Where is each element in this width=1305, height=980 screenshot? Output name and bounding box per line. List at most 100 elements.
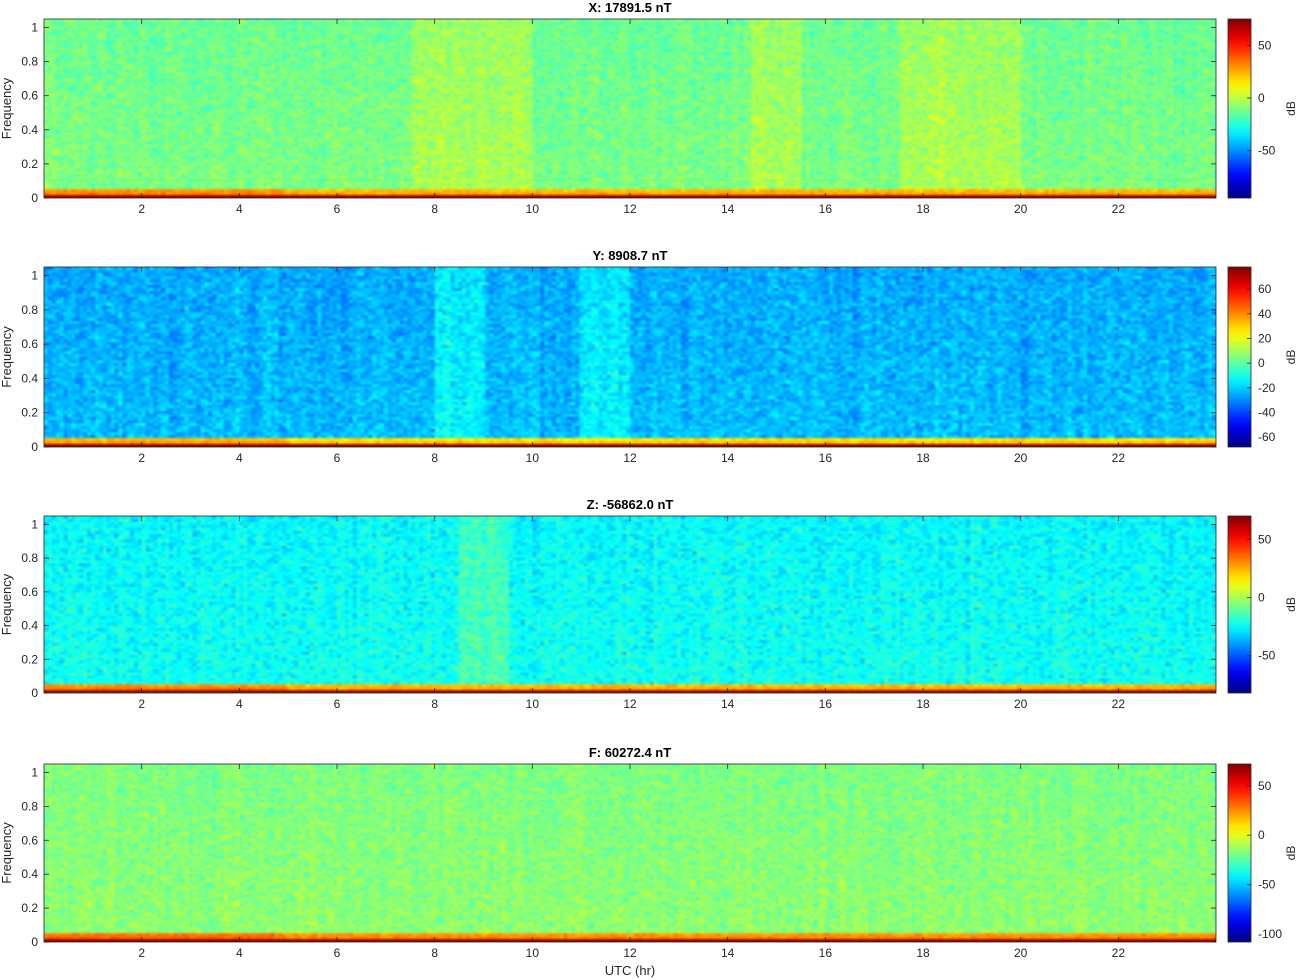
colorbar-label: dB	[1284, 846, 1298, 861]
spectrogram-panel-3: F: 60272.4 nT 2 4 6 8 10 12 14 16 18 20 22 0 0.2 0.4 0.…	[0, 745, 1298, 960]
spectrogram-panel-2: Z: -56862.0 nT2 4 6 8 10 12 14 16 18 20 2200.20.40…	[0, 497, 1298, 711]
y-tick-label: 1	[31, 21, 38, 35]
x-tick-label: 20	[1014, 202, 1028, 216]
colorbar-tick-label: -60	[1258, 430, 1276, 444]
y-tick-label: 0.4	[21, 619, 38, 633]
colorbar-tick-label: 20	[1258, 332, 1272, 346]
colorbar-tick-label: -50	[1258, 878, 1276, 892]
colorbar-tick-label: -50	[1258, 144, 1276, 158]
x-tick-label: 12	[623, 946, 637, 960]
x-tick-label: 16	[819, 697, 833, 711]
y-tick-label: 0.8	[21, 303, 38, 317]
x-tick-label: 22	[1112, 697, 1126, 711]
x-tick-label: 20	[1014, 946, 1028, 960]
colorbar-tick-label: 50	[1258, 779, 1272, 793]
x-tick-label: 4	[236, 202, 243, 216]
spectrogram-panel-0: X: 17891.5 nT2 4 6 8 10 12 14 16 18 20 2200.20.40.…	[0, 0, 1298, 216]
x-tick-label: 22	[1112, 946, 1126, 960]
x-axis-label: UTC (hr)	[605, 963, 656, 978]
y-tick-label: 1	[31, 765, 38, 779]
x-tick-label: 22	[1112, 202, 1126, 216]
x-tick-label: 20	[1014, 697, 1028, 711]
x-tick-label: 10	[526, 451, 540, 465]
y-axis-label: Frequency	[0, 573, 14, 635]
y-tick-label: 0	[31, 935, 38, 949]
colorbar-tick-label: 0	[1258, 356, 1265, 370]
colorbar-label: dB	[1284, 350, 1298, 365]
x-tick-label: 14	[721, 946, 735, 960]
x-tick-label: 12	[623, 451, 637, 465]
x-tick-label: 6	[334, 946, 341, 960]
x-tick-label: 6	[334, 697, 341, 711]
x-tick-label: 4	[236, 697, 243, 711]
spectrogram-image	[44, 267, 1216, 447]
x-tick-label: 6	[334, 202, 341, 216]
y-tick-label: 0.2	[21, 157, 38, 171]
colorbar-tick-label: -40	[1258, 405, 1276, 419]
colorbar-tick-label: -20	[1258, 381, 1276, 395]
x-tick-label: 18	[916, 946, 930, 960]
colorbar	[1227, 18, 1252, 199]
x-tick-label: 10	[526, 946, 540, 960]
colorbar	[1227, 515, 1252, 694]
y-tick-label: 0.2	[21, 652, 38, 666]
x-tick-label: 8	[431, 697, 438, 711]
colorbar-tick-label: 60	[1258, 282, 1272, 296]
panel-title: Y: 8908.7 nT	[593, 248, 668, 263]
y-tick-label: 1	[31, 517, 38, 531]
y-tick-label: 0.8	[21, 799, 38, 813]
panel-title: F: 60272.4 nT	[589, 745, 671, 760]
y-tick-label: 0.4	[21, 123, 38, 137]
colorbar-label: dB	[1284, 597, 1298, 612]
y-tick-label: 0.6	[21, 833, 38, 847]
colorbar-label: dB	[1284, 101, 1298, 116]
x-tick-label: 2	[138, 946, 145, 960]
colorbar-tick-label: 50	[1258, 532, 1272, 546]
colorbar	[1227, 266, 1252, 448]
x-tick-label: 16	[819, 451, 833, 465]
panel-title: Z: -56862.0 nT	[587, 497, 674, 512]
x-tick-label: 8	[431, 451, 438, 465]
x-tick-label: 16	[819, 946, 833, 960]
y-tick-label: 0.8	[21, 551, 38, 565]
x-tick-label: 4	[236, 451, 243, 465]
x-tick-label: 18	[916, 202, 930, 216]
colorbar	[1227, 763, 1252, 943]
y-tick-label: 0.4	[21, 371, 38, 385]
x-tick-label: 22	[1112, 451, 1126, 465]
x-tick-label: 6	[334, 451, 341, 465]
y-tick-label: 0	[31, 686, 38, 700]
colorbar-tick-label: 0	[1258, 91, 1265, 105]
spectrogram-image	[44, 516, 1216, 693]
y-tick-label: 0	[31, 440, 38, 454]
y-tick-label: 0.6	[21, 585, 38, 599]
x-tick-label: 18	[916, 451, 930, 465]
colorbar-tick-label: 40	[1258, 307, 1272, 321]
x-tick-label: 4	[236, 946, 243, 960]
x-tick-label: 2	[138, 697, 145, 711]
spectrogram-image	[44, 764, 1216, 942]
x-tick-label: 2	[138, 202, 145, 216]
y-axis-label: Frequency	[0, 77, 14, 139]
colorbar-tick-label: -50	[1258, 649, 1276, 663]
y-tick-label: 0.4	[21, 867, 38, 881]
spectrogram-image	[44, 19, 1216, 198]
y-tick-label: 0.8	[21, 55, 38, 69]
y-tick-label: 0.2	[21, 406, 38, 420]
x-tick-label: 14	[721, 451, 735, 465]
y-tick-label: 0	[31, 191, 38, 205]
colorbar-tick-label: -100	[1258, 927, 1282, 941]
x-tick-label: 2	[138, 451, 145, 465]
y-tick-label: 0.2	[21, 901, 38, 915]
colorbar-tick-label: 0	[1258, 591, 1265, 605]
spectrogram-panel-1: Y: 8908.7 nT2 4 6 8 10 12 14 16 18 20 2200.20.40.6…	[0, 248, 1298, 465]
y-tick-label: 0.6	[21, 337, 38, 351]
y-tick-label: 1	[31, 269, 38, 283]
x-tick-label: 8	[431, 946, 438, 960]
x-tick-label: 12	[623, 697, 637, 711]
y-axis-label: Frequency	[0, 822, 14, 884]
panel-title: X: 17891.5 nT	[588, 0, 671, 15]
x-tick-label: 12	[623, 202, 637, 216]
x-tick-label: 20	[1014, 451, 1028, 465]
